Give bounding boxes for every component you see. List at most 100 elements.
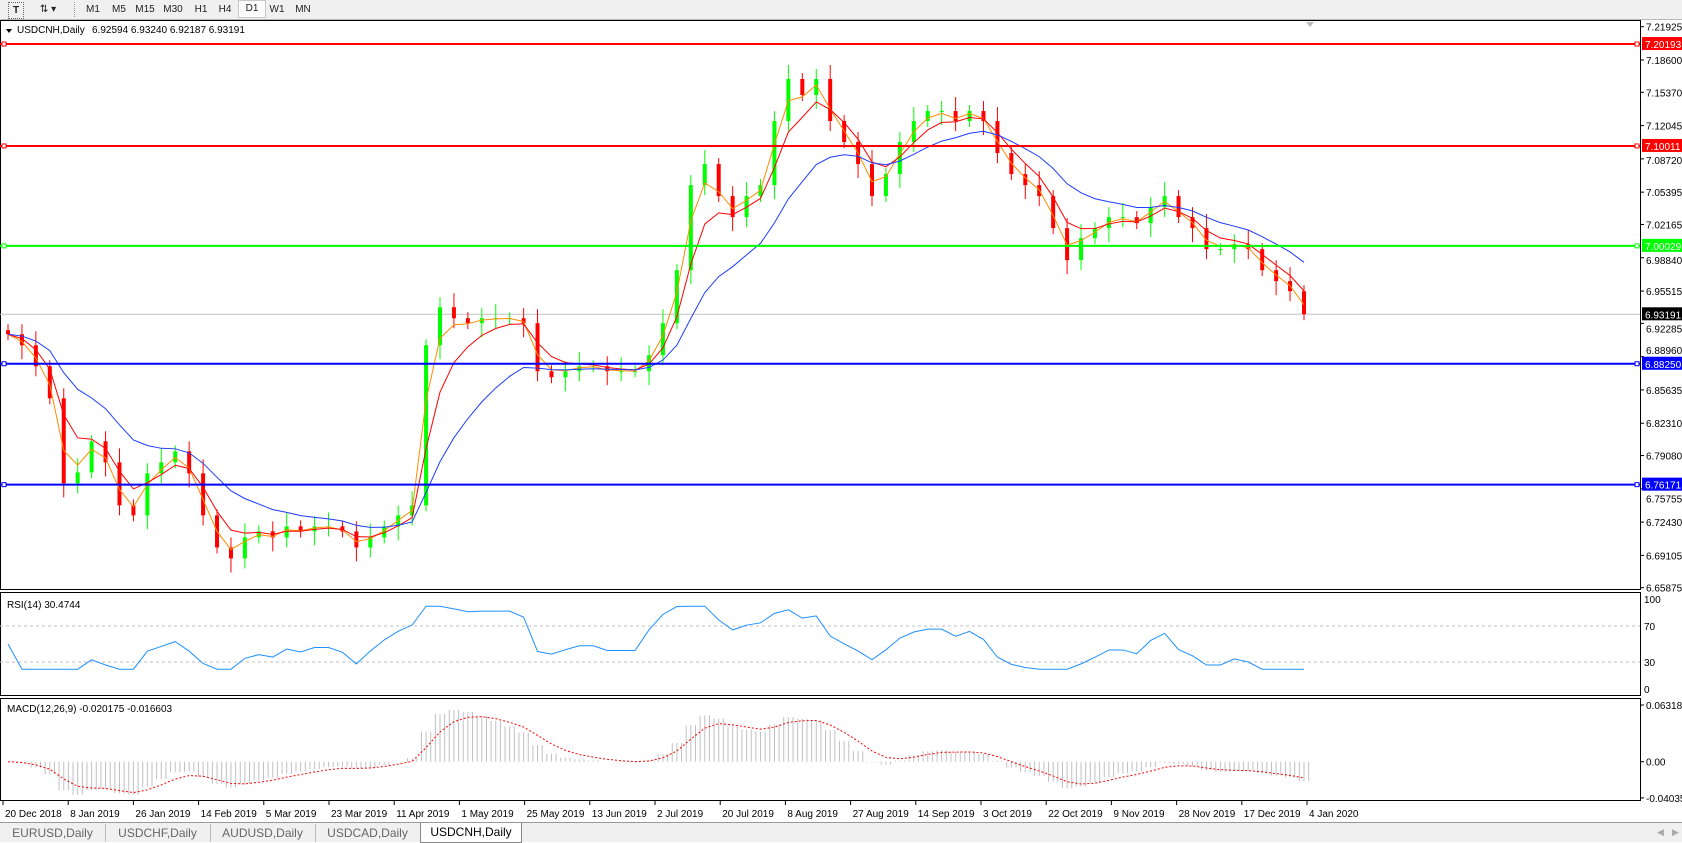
price-tick-label: 6.88960 bbox=[1646, 346, 1682, 357]
current-price-box bbox=[1642, 307, 1682, 321]
date-tick-label: 2 Jul 2019 bbox=[657, 809, 704, 820]
bull-candle bbox=[1218, 249, 1223, 251]
timeframe-h1[interactable]: H1 bbox=[194, 4, 208, 15]
price-tick-label: 6.95515 bbox=[1646, 287, 1682, 298]
date-tick-label: 20 Jul 2019 bbox=[722, 809, 774, 820]
bull-candle bbox=[1079, 238, 1084, 261]
price-tick-label: 6.82310 bbox=[1646, 419, 1682, 430]
hline-price-label: 7.20193 bbox=[1645, 40, 1682, 51]
bear-candle bbox=[828, 78, 833, 122]
bull-candle bbox=[633, 371, 638, 373]
bull-candle bbox=[786, 78, 791, 122]
bear-candle bbox=[1260, 249, 1265, 271]
bear-candle bbox=[228, 547, 233, 559]
bull-candle bbox=[660, 323, 665, 356]
ma-mid-line bbox=[7, 101, 1305, 538]
bull-candle bbox=[1120, 217, 1125, 219]
ma-slow-line bbox=[7, 130, 1305, 528]
bear-candle bbox=[465, 318, 470, 324]
bear-candle bbox=[1176, 196, 1181, 218]
timeframe-m5[interactable]: M5 bbox=[112, 4, 126, 15]
bear-candle bbox=[6, 330, 10, 335]
timeframe-h4[interactable]: H4 bbox=[218, 4, 232, 15]
bull-candle bbox=[925, 111, 930, 122]
bear-candle bbox=[716, 164, 721, 197]
macd-tick-label: -0.040355 bbox=[1646, 794, 1682, 805]
line-handle-left bbox=[1, 41, 7, 47]
collapse-arrow-icon bbox=[6, 29, 12, 33]
bear-candle bbox=[131, 505, 136, 516]
date-tick-label: 28 Nov 2019 bbox=[1179, 809, 1236, 820]
price-tick-label: 7.05395 bbox=[1646, 188, 1682, 199]
line-handle-right bbox=[1634, 361, 1640, 367]
date-tick-label: 5 Mar 2019 bbox=[266, 809, 317, 820]
date-tick-label: 11 Apr 2019 bbox=[396, 809, 450, 820]
timeframe-w1[interactable]: W1 bbox=[269, 4, 285, 15]
bear-candle bbox=[521, 318, 526, 324]
price-label-box bbox=[1642, 356, 1682, 370]
date-tick-label: 23 Mar 2019 bbox=[331, 809, 388, 820]
bear-candle bbox=[870, 164, 874, 197]
scroll-left-icon[interactable]: ◀ bbox=[1657, 827, 1664, 837]
bear-candle bbox=[730, 196, 735, 218]
bear-candle bbox=[995, 121, 1000, 154]
price-tick-label: 7.15370 bbox=[1646, 88, 1682, 99]
price-tick-label: 6.85635 bbox=[1646, 386, 1682, 397]
tab-usdcad[interactable]: USDCAD,Daily bbox=[315, 824, 421, 842]
main-panel-frame bbox=[0, 20, 1641, 590]
bear-candle bbox=[1051, 196, 1056, 229]
bear-candle bbox=[800, 78, 805, 96]
date-tick-label: 20 Dec 2018 bbox=[5, 809, 62, 820]
bear-candle bbox=[1023, 174, 1028, 186]
price-tick-label: 7.08720 bbox=[1646, 156, 1682, 167]
price-label-box bbox=[1642, 37, 1682, 51]
line-handle-left bbox=[1, 243, 7, 249]
bull-candle bbox=[967, 111, 972, 122]
bull-candle bbox=[674, 270, 679, 324]
macd-label: MACD(12,26,9) -0.020175 -0.016603 bbox=[7, 704, 173, 715]
toolbar-separator bbox=[74, 2, 76, 17]
bear-candle bbox=[549, 371, 554, 378]
macd-tick-label: 0.063184 bbox=[1646, 701, 1682, 712]
text-tool-icon[interactable]: T bbox=[8, 2, 24, 19]
ma-fast-line bbox=[7, 84, 1305, 551]
bull-candle bbox=[438, 307, 442, 346]
date-tick-label: 9 Nov 2019 bbox=[1113, 809, 1165, 820]
bull-candle bbox=[688, 185, 693, 271]
date-tick-label: 22 Oct 2019 bbox=[1048, 809, 1103, 820]
hline-price-label: 6.76171 bbox=[1645, 481, 1682, 492]
bear-candle bbox=[981, 111, 986, 122]
rsi-tick-label: 70 bbox=[1644, 622, 1656, 633]
bull-candle bbox=[89, 441, 94, 473]
bull-candle bbox=[772, 121, 777, 186]
macd-tick-label: 0.00 bbox=[1646, 758, 1666, 769]
tab-eurusd[interactable]: EURUSD,Daily bbox=[0, 824, 106, 842]
bull-candle bbox=[479, 318, 484, 324]
timeframe-m30[interactable]: M30 bbox=[163, 4, 183, 15]
timeframe-mn[interactable]: MN bbox=[295, 4, 311, 15]
macd-panel-frame bbox=[0, 698, 1641, 801]
timeframe-d1[interactable]: D1 bbox=[238, 0, 266, 18]
tab-usdchf[interactable]: USDCHF,Daily bbox=[105, 824, 211, 842]
date-tick-label: 13 Jun 2019 bbox=[592, 809, 647, 820]
bear-candle bbox=[103, 441, 108, 463]
price-tick-label: 6.75755 bbox=[1646, 495, 1682, 506]
toolbar: T ⇅ ▾ M1 M5 M15 M30 H1 H4 D1 W1 MN bbox=[0, 0, 1682, 20]
scroll-right-icon[interactable]: ▶ bbox=[1672, 827, 1679, 837]
line-handle-right bbox=[1634, 243, 1640, 249]
tab-audusd[interactable]: AUDUSD,Daily bbox=[210, 824, 316, 842]
chart-shift-marker bbox=[1306, 22, 1314, 27]
bear-candle bbox=[340, 526, 345, 532]
line-handle-right bbox=[1634, 482, 1640, 488]
timeframe-m1[interactable]: M1 bbox=[86, 4, 100, 15]
drawing-tools-icon[interactable]: ⇅ ▾ bbox=[39, 4, 57, 15]
tab-usdcnh[interactable]: USDCNH,Daily bbox=[420, 823, 522, 843]
bull-candle bbox=[577, 366, 582, 372]
hline-price-label: 7.10011 bbox=[1645, 142, 1681, 153]
current-price-label: 6.93191 bbox=[1645, 310, 1682, 321]
price-tick-label: 7.12045 bbox=[1646, 122, 1682, 133]
timeframe-m15[interactable]: M15 bbox=[135, 4, 155, 15]
date-tick-label: 17 Dec 2019 bbox=[1244, 809, 1301, 820]
price-tick-label: 6.79080 bbox=[1646, 452, 1682, 463]
price-chart[interactable]: 7.21925 7.18600 7.15370 7.12045 7.08720 7.053… bbox=[0, 20, 1682, 822]
